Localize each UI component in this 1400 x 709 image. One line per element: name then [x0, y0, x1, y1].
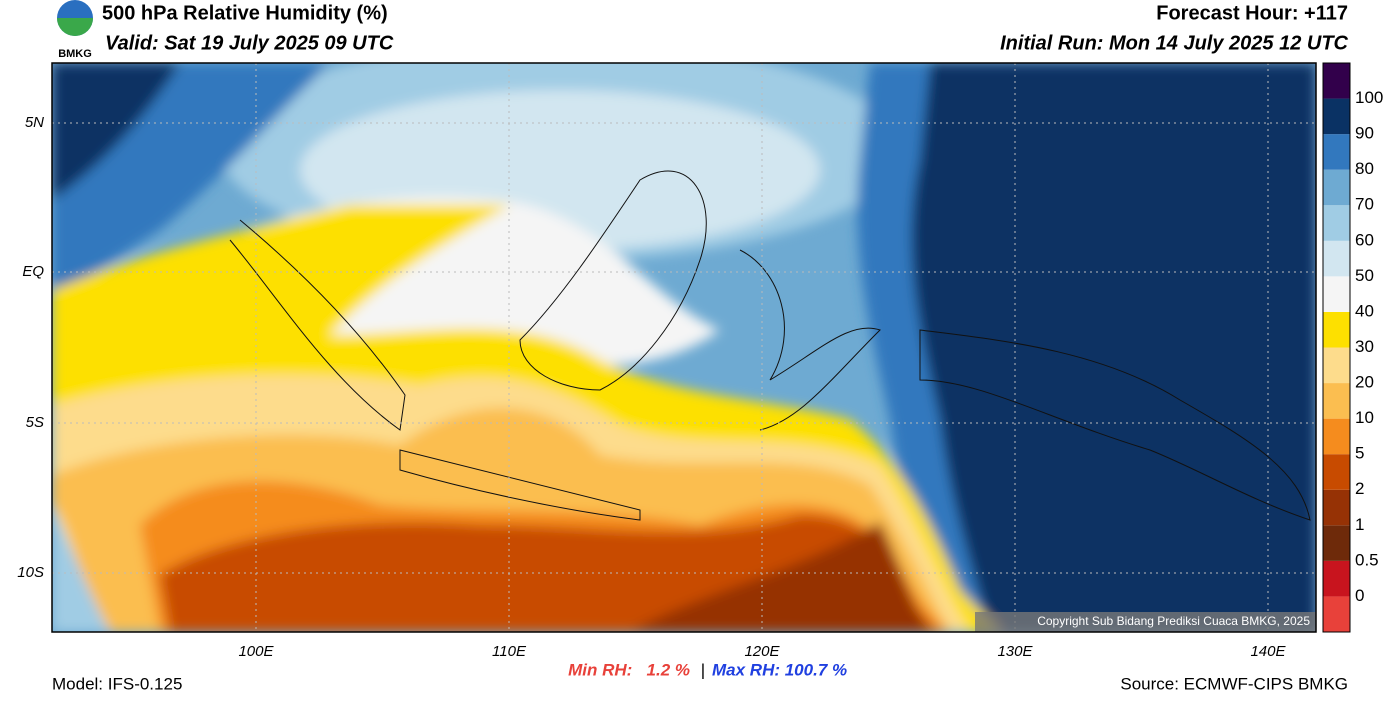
valid-time: Valid: Sat 19 July 2025 09 UTC	[105, 32, 394, 54]
colorbar-label: 2	[1355, 479, 1364, 498]
colorbar-box	[1323, 311, 1350, 348]
colorbar-box	[1323, 134, 1350, 170]
lon-labels: 100E 110E 120E 130E 140E	[238, 643, 1286, 660]
colorbar-box	[1323, 169, 1350, 206]
colorbar-label: 30	[1355, 337, 1374, 356]
colorbar-label: 40	[1355, 301, 1374, 320]
logo-text: BMKG	[58, 48, 92, 60]
max-rh: Max RH: 100.7 %	[712, 660, 847, 679]
colorbar-box	[1323, 276, 1350, 312]
colorbar-box	[1323, 596, 1350, 632]
lat-label: 5S	[26, 414, 44, 431]
colorbar-box	[1323, 98, 1350, 135]
lon-label: 100E	[238, 643, 274, 660]
colorbar-frame	[1322, 62, 1351, 633]
colorbar-box	[1323, 489, 1350, 526]
lon-label: 130E	[997, 643, 1033, 660]
colorbar-label: 10	[1355, 408, 1374, 427]
lon-label: 120E	[744, 643, 780, 660]
separator: |	[701, 660, 705, 679]
logo: BMKG	[57, 0, 93, 60]
colorbar-box	[1323, 63, 1350, 99]
colorbar: 0 0.5 1 2 5 10 20 30 40 50 60 70 80 90 100	[1322, 62, 1383, 633]
colorbar-label: 1	[1355, 515, 1364, 534]
lat-label: EQ	[22, 263, 44, 280]
coastlines	[229, 170, 1311, 521]
lat-label: 10S	[17, 564, 44, 581]
model: Model: IFS-0.125	[52, 674, 182, 693]
lat-label: 5N	[25, 114, 44, 131]
min-rh: Min RH: 1.2 %	[568, 660, 690, 679]
colorbar-label: 90	[1355, 124, 1374, 143]
colorbar-label: 70	[1355, 195, 1374, 214]
lon-label: 140E	[1250, 643, 1286, 660]
colorbar-box	[1323, 454, 1350, 490]
colorbar-box	[1323, 347, 1350, 384]
colorbar-label: 0.5	[1355, 550, 1379, 569]
colorbar-box	[1323, 240, 1350, 277]
forecast-hour: Forecast Hour: +117	[1156, 2, 1348, 24]
copyright: Copyright Sub Bidang Prediksi Cuaca BMKG…	[1037, 614, 1310, 628]
grid	[52, 63, 1316, 632]
colorbar-box	[1323, 525, 1350, 561]
colorbar-label: 20	[1355, 373, 1374, 392]
colorbar-label: 50	[1355, 266, 1374, 285]
colorbar-label: 100	[1355, 88, 1383, 107]
colorbar-box	[1323, 205, 1350, 241]
lat-labels: 5N EQ 5S 10S	[17, 114, 44, 581]
initial-run: Initial Run: Mon 14 July 2025 12 UTC	[1000, 32, 1348, 54]
lon-label: 110E	[492, 643, 527, 660]
map: Copyright Sub Bidang Prediksi Cuaca BMKG…	[52, 63, 1316, 632]
colorbar-box	[1323, 560, 1350, 597]
source: Source: ECMWF-CIPS BMKG	[1120, 674, 1348, 693]
colorbar-label: 80	[1355, 159, 1374, 178]
colorbar-label: 60	[1355, 230, 1374, 249]
colorbar-box	[1323, 383, 1350, 419]
colorbar-label: 0	[1355, 586, 1364, 605]
colorbar-box	[1323, 418, 1350, 455]
title: 500 hPa Relative Humidity (%)	[102, 2, 388, 24]
colorbar-label: 5	[1355, 444, 1364, 463]
